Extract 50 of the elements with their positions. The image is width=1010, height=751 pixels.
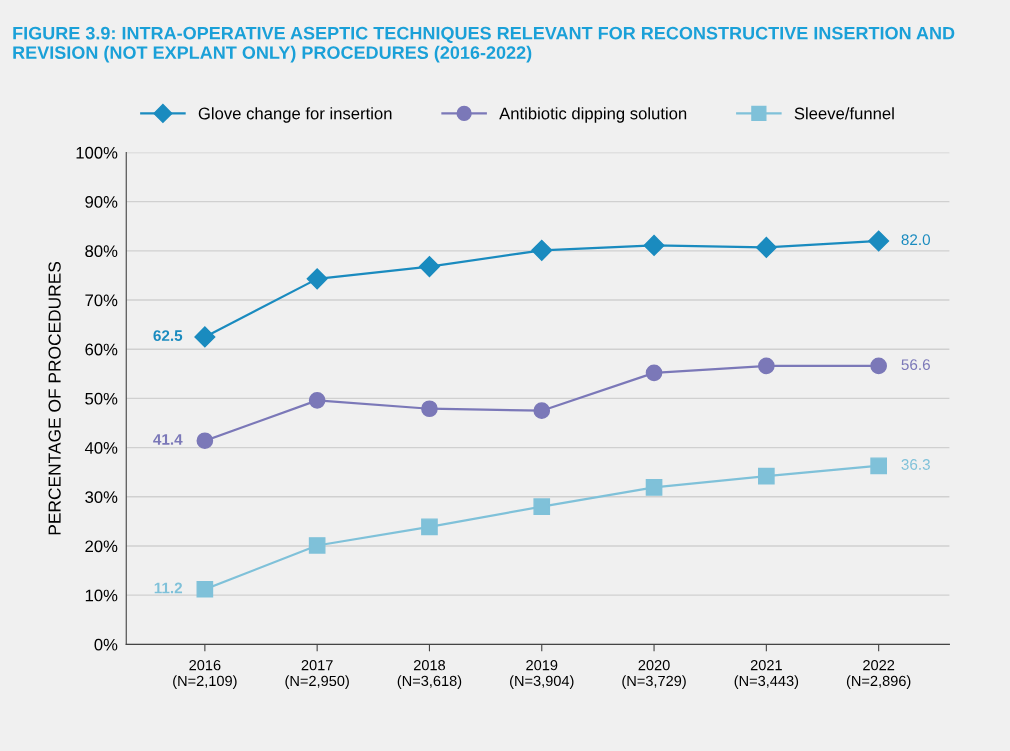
legend-label: Antibiotic dipping solution bbox=[499, 107, 687, 123]
data-label: 41.4 bbox=[153, 434, 183, 445]
y-tick-label: 70% bbox=[85, 294, 118, 307]
y-tick-label: 30% bbox=[85, 491, 118, 503]
point bbox=[870, 457, 887, 475]
data-label: 36.3 bbox=[901, 459, 930, 470]
y-tick-label: 10% bbox=[85, 589, 118, 602]
point bbox=[308, 392, 326, 409]
point bbox=[533, 498, 551, 515]
legend-label: Sleeve/funnel bbox=[794, 107, 894, 120]
point bbox=[643, 234, 665, 256]
y-tick-label: 90% bbox=[85, 196, 118, 208]
y-tick-label: 60% bbox=[85, 343, 118, 356]
point bbox=[870, 357, 887, 375]
y-tick-label: 0% bbox=[94, 638, 118, 651]
chart-title: FIGURE 3.9: INTRA-OPERATIVE ASEPTIC TECHNIQUES RELEVANT FOR RECONSTRUCTIVE INSERTION AND REVISION (NOT EXPLANT ONLY) PROCEDURES (2016-2022) bbox=[13, 26, 955, 63]
x-tick-label: 2017 (N=2,950) bbox=[285, 660, 349, 689]
x-tick-label: 2022 (N=2,896) bbox=[846, 660, 911, 689]
data-label: 82.0 bbox=[901, 234, 931, 246]
y-tick-label: 100% bbox=[76, 146, 118, 159]
point bbox=[645, 364, 663, 382]
point bbox=[758, 467, 775, 485]
point bbox=[755, 236, 777, 258]
x-tick-label: 2019 (N=3,904) bbox=[510, 660, 574, 689]
point bbox=[196, 580, 214, 598]
legend-label: Glove change for insertion bbox=[198, 107, 392, 123]
point bbox=[421, 518, 438, 536]
x-tick-label: 2018 (N=3,618) bbox=[397, 660, 462, 689]
point bbox=[196, 432, 214, 450]
point bbox=[194, 326, 216, 348]
x-tick-label: 2016 (N=2,109) bbox=[173, 660, 237, 689]
point bbox=[421, 400, 438, 418]
x-tick-label: 2021 (N=3,443) bbox=[734, 660, 799, 689]
point bbox=[758, 357, 775, 375]
data-label: 11.2 bbox=[154, 582, 183, 594]
point bbox=[306, 268, 328, 290]
data-label: 56.6 bbox=[901, 359, 930, 371]
y-tick-label: 20% bbox=[85, 540, 118, 553]
x-tick-label: 2020 (N=3,729) bbox=[622, 660, 686, 689]
y-axis-title: PERCENTAGE OF PROCEDURES bbox=[48, 261, 61, 535]
y-tick-label: 50% bbox=[85, 392, 118, 405]
y-tick-label: 40% bbox=[84, 442, 118, 454]
point bbox=[308, 537, 326, 554]
point bbox=[868, 230, 890, 252]
data-label: 62.5 bbox=[153, 330, 183, 342]
point bbox=[418, 256, 440, 278]
point bbox=[645, 479, 663, 496]
point bbox=[531, 239, 553, 261]
point bbox=[533, 402, 551, 420]
y-tick-label: 80% bbox=[85, 245, 118, 258]
